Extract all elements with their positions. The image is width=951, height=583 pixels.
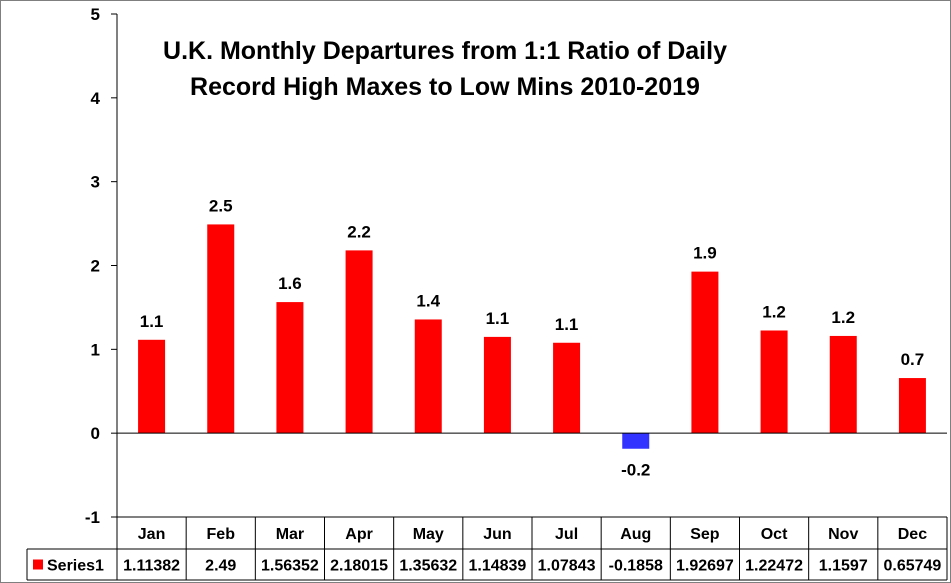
bar-nov [829,335,857,434]
category-label-apr: Apr [345,526,373,543]
labels-layer: 1.1 2.5 1.6 2.2 1.4 1.1 1.1 -0.2 1.9 1.2 1.2 0.7 -1 0… [85,5,924,527]
data-label-may: 1.4 [416,291,440,310]
table-value-may: 1.35632 [399,558,457,575]
table-value-feb: 2.49 [205,558,236,575]
table-value-nov: 1.1597 [819,558,868,575]
table-value-mar: 1.56352 [261,558,319,575]
y-tick-label: 2 [91,257,100,276]
table-value-jun: 1.14839 [468,558,526,575]
category-label-nov: Nov [828,526,858,543]
legend-label-series1: Series1 [47,558,104,575]
category-label-may: May [413,526,444,543]
axes-layer [111,13,947,518]
bar-jan [138,339,166,434]
data-label-feb: 2.5 [209,196,233,215]
chart-title-line-2: Record High Maxes to Low Mins 2010-2019 [190,73,700,101]
category-label-feb: Feb [207,526,236,543]
y-tick-label: 1 [91,340,100,359]
table-value-jul: 1.07843 [538,558,596,575]
bar-feb [207,224,235,434]
data-label-jun: 1.1 [486,309,510,328]
data-label-sep: 1.9 [693,244,717,263]
data-label-nov: 1.2 [831,308,855,327]
bar-sep [691,271,719,434]
table-value-sep: 1.92697 [676,558,734,575]
category-label-jun: Jun [483,526,511,543]
table-value-dec: 0.65749 [883,558,941,575]
data-label-dec: 0.7 [901,350,925,369]
category-label-aug: Aug [620,526,651,543]
bars-layer [138,224,926,449]
bar-dec [898,378,926,434]
bar-may [414,319,442,434]
chart-title: U.K. Monthly Departures from 1:1 Ratio o… [163,37,727,101]
data-label-mar: 1.6 [278,274,302,293]
y-tick-label: 4 [91,89,101,108]
table-value-oct: 1.22472 [745,558,803,575]
category-label-mar: Mar [276,526,304,543]
y-tick-label: 0 [91,424,100,443]
category-label-dec: Dec [898,526,927,543]
bar-jul [553,342,581,434]
bar-mar [276,302,304,434]
y-tick-label: -1 [85,508,100,527]
bar-jun [483,336,511,434]
bar-apr [345,250,373,434]
category-label-jan: Jan [138,526,166,543]
data-label-oct: 1.2 [762,302,786,321]
table-value-jan: 1.11382 [123,558,180,575]
data-label-jan: 1.1 [140,312,164,331]
category-label-oct: Oct [761,526,788,543]
data-label-jul: 1.1 [555,315,579,334]
table-value-aug: -0.1858 [609,558,663,575]
y-tick-label: 3 [91,173,100,192]
category-label-jul: Jul [555,526,578,543]
bar-oct [760,330,788,434]
data-table: Jan 1.11382 Feb 2.49 Mar 1.56352 Apr 2.18015 May… [26,516,948,581]
bar-aug [622,433,650,449]
category-label-sep: Sep [690,526,720,543]
chart-title-line-1: U.K. Monthly Departures from 1:1 Ratio o… [163,37,727,65]
data-label-apr: 2.2 [347,222,371,241]
legend-swatch-series1 [33,559,43,570]
y-tick-label: 5 [91,5,100,24]
data-label-aug: -0.2 [621,461,650,480]
table-value-apr: 2.18015 [330,558,388,575]
